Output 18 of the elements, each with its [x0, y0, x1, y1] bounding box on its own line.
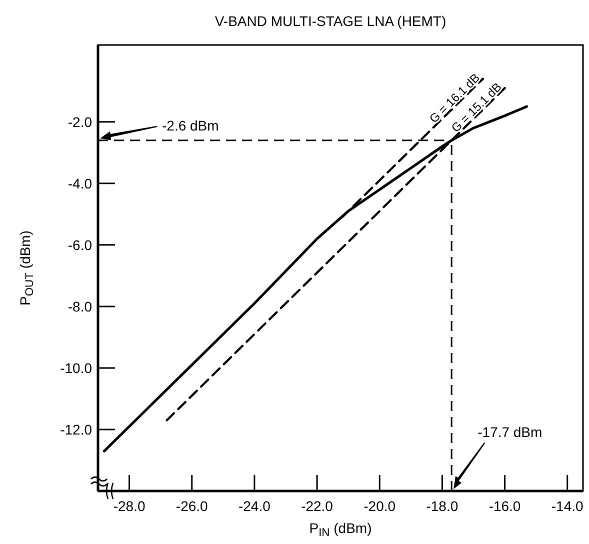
x-tick-label: -20.0 — [364, 498, 396, 514]
y-tick-label: -8.0 — [68, 298, 92, 314]
y-tick-label: -10.0 — [60, 360, 92, 376]
x-tick-label: -24.0 — [238, 498, 271, 514]
y-tick-label: -2.0 — [68, 114, 92, 130]
y-tick-label: -6.0 — [68, 236, 92, 253]
chart-title: V-BAND MULTI-STAGE LNA (HEMT) — [214, 13, 446, 29]
x-tick-label: -22.0 — [301, 498, 334, 514]
ref-line-label: -17.7 dBm — [478, 424, 542, 440]
y-tick-label: -4.0 — [68, 175, 92, 192]
x-tick-label: -18.0 — [426, 498, 458, 514]
x-tick-label: -26.0 — [176, 498, 208, 514]
x-axis-title: P$_{IN}$ (dBm) — [309, 520, 372, 540]
x-tick-label: -14.0 — [551, 498, 584, 514]
legend-label: -2.6 dBm — [162, 117, 219, 134]
x-tick-label: -16.0 — [488, 498, 521, 514]
x-tick-label: -28.0 — [113, 498, 146, 514]
y-tick-label: -12.0 — [60, 421, 92, 438]
